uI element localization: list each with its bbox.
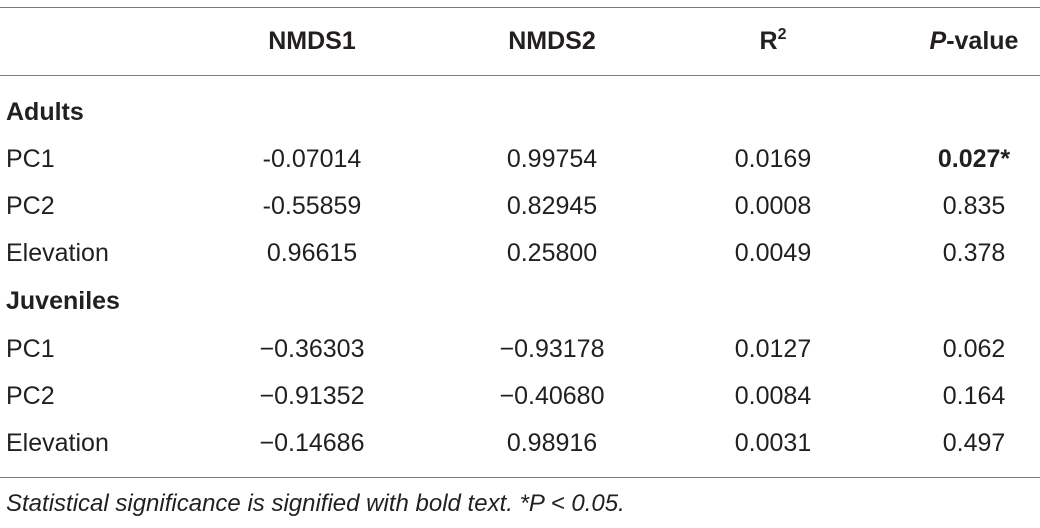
cell-nmds2: −0.93178 bbox=[499, 335, 605, 363]
cell-p-value: 0.378 bbox=[942, 239, 1006, 267]
header-p-italic: P bbox=[929, 27, 947, 55]
cell-p-value: 0.835 bbox=[942, 192, 1006, 220]
cell-nmds2: 0.25800 bbox=[506, 239, 598, 267]
cell-nmds2: −0.40680 bbox=[499, 382, 605, 410]
group-row-juveniles: Juveniles bbox=[0, 278, 1040, 324]
cell-p-value: 0.164 bbox=[942, 382, 1006, 410]
row-name: PC2 bbox=[6, 192, 55, 220]
group-label: Juveniles bbox=[6, 287, 120, 315]
header-rule bbox=[0, 75, 1040, 76]
cell-nmds2: 0.99754 bbox=[506, 145, 598, 173]
header-nmds2: NMDS2 bbox=[508, 27, 596, 55]
cell-r2: 0.0049 bbox=[734, 239, 812, 267]
cell-p-value: 0.497 bbox=[942, 429, 1006, 457]
cell-nmds1: -0.55859 bbox=[262, 192, 362, 220]
cell-p-value: 0.062 bbox=[942, 335, 1006, 363]
cell-r2: 0.0127 bbox=[734, 335, 812, 363]
header-nmds1: NMDS1 bbox=[268, 27, 356, 55]
table-footnote: Statistical significance is signified wi… bbox=[6, 490, 625, 517]
table-row: PC1 -0.07014 0.99754 0.0169 0.027* bbox=[0, 136, 1040, 182]
table-row: Elevation 0.96615 0.25800 0.0049 0.378 bbox=[0, 230, 1040, 276]
cell-nmds2: 0.98916 bbox=[506, 429, 598, 457]
table-header: NMDS1 NMDS2 R2 P-value bbox=[0, 18, 1040, 64]
row-name: PC1 bbox=[6, 335, 55, 363]
cell-r2: 0.0031 bbox=[734, 429, 812, 457]
cell-nmds1: −0.36303 bbox=[259, 335, 365, 363]
cell-r2: 0.0169 bbox=[734, 145, 812, 173]
group-row-adults: Adults bbox=[0, 89, 1040, 135]
cell-nmds1: −0.14686 bbox=[259, 429, 365, 457]
row-name: Elevation bbox=[6, 239, 109, 267]
header-r2: R2 bbox=[693, 18, 853, 64]
cell-nmds1: -0.07014 bbox=[262, 145, 362, 173]
cell-r2: 0.0084 bbox=[734, 382, 812, 410]
header-p-value: P-value bbox=[900, 18, 1040, 64]
table-row: PC1 −0.36303 −0.93178 0.0127 0.062 bbox=[0, 326, 1040, 372]
row-name: PC2 bbox=[6, 382, 55, 410]
bottom-rule bbox=[0, 477, 1040, 478]
row-name: PC1 bbox=[6, 145, 55, 173]
row-name: Elevation bbox=[6, 429, 109, 457]
table-row: PC2 -0.55859 0.82945 0.0008 0.835 bbox=[0, 183, 1040, 229]
cell-nmds2: 0.82945 bbox=[506, 192, 598, 220]
cell-nmds1: 0.96615 bbox=[266, 239, 358, 267]
header-r2-superscript: 2 bbox=[777, 26, 787, 43]
cell-r2: 0.0008 bbox=[734, 192, 812, 220]
table-row: Elevation −0.14686 0.98916 0.0031 0.497 bbox=[0, 420, 1040, 466]
cell-p-value: 0.027* bbox=[937, 145, 1011, 173]
top-rule bbox=[0, 7, 1040, 8]
header-r2-base: R bbox=[759, 27, 778, 55]
header-p-rest: -value bbox=[946, 27, 1019, 55]
group-label: Adults bbox=[6, 98, 84, 126]
cell-nmds1: −0.91352 bbox=[259, 382, 365, 410]
table-row: PC2 −0.91352 −0.40680 0.0084 0.164 bbox=[0, 373, 1040, 419]
